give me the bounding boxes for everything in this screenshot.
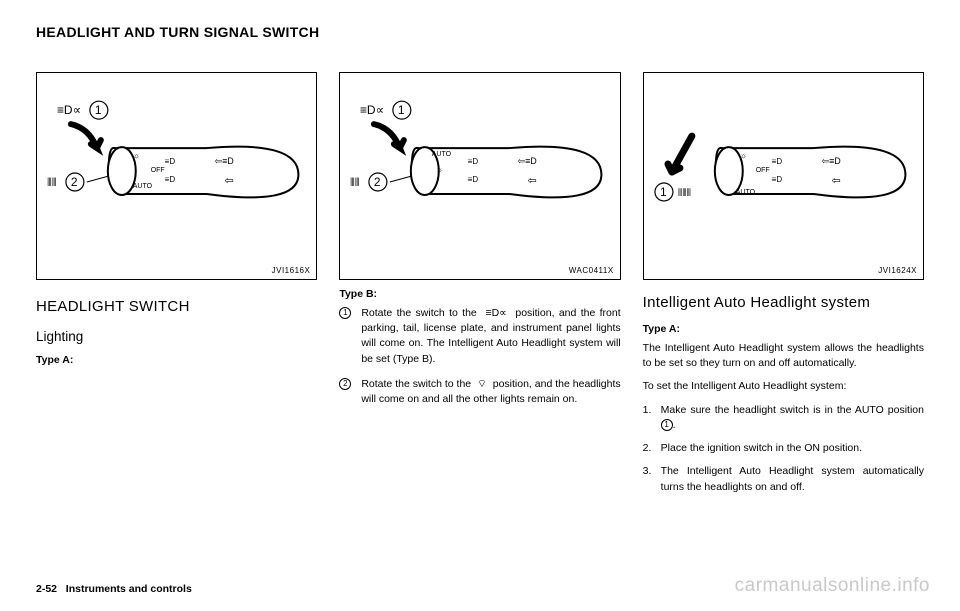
para-2: To set the Intelligent Auto Headlight sy… — [643, 379, 924, 394]
step-text: Make sure the headlight switch is in the… — [661, 403, 924, 433]
step-item: 3. The Intelligent Auto Headlight system… — [643, 464, 924, 494]
svg-text:⇦: ⇦ — [225, 175, 234, 187]
circled-1-icon: 1 — [661, 419, 673, 431]
step-num: 1. — [643, 403, 661, 433]
svg-text:≡D: ≡D — [468, 175, 479, 184]
column-2: ≡D∝ 1 ⦀⦀ 2 AUTO ☼ ≡D ≡D ⇦≡D ⇦ WAC0411X T… — [339, 72, 620, 503]
svg-text:⇦: ⇦ — [831, 175, 840, 187]
svg-text:⦀⦀⦀: ⦀⦀⦀ — [678, 188, 691, 199]
type-label-a1: Type A: — [36, 354, 317, 366]
svg-text:1: 1 — [398, 103, 405, 117]
figure-id-2: WAC0411X — [569, 266, 614, 275]
heading-lighting: Lighting — [36, 329, 317, 344]
list-marker: 1 — [339, 306, 361, 367]
step-text: Place the ignition switch in the ON posi… — [661, 441, 924, 456]
list-item: 1 Rotate the switch to the ≡D∝ position,… — [339, 306, 620, 367]
svg-text:⇦≡D: ⇦≡D — [215, 156, 235, 166]
page-footer: 2-52 Instruments and controls — [36, 583, 192, 595]
svg-text:☼: ☼ — [739, 151, 746, 160]
stalk-illustration-3: 1 ⦀⦀⦀ ☼ AUTO OFF ≡D ≡D ⇦≡D ⇦ — [644, 73, 923, 279]
stalk-illustration-1: ≡D∝ 1 ⦀⦀ 2 ☼ AUTO ≡D ≡D ⇦≡D ⇦ — [37, 73, 316, 279]
svg-text:⇦≡D: ⇦≡D — [821, 156, 841, 166]
svg-text:AUTO: AUTO — [735, 189, 755, 196]
svg-text:OFF: OFF — [755, 167, 769, 174]
chapter-name: Instruments and controls — [66, 583, 192, 595]
svg-text:☼: ☼ — [133, 151, 140, 160]
figure-id-1: JVI1616X — [272, 266, 311, 275]
circled-1-icon: 1 — [339, 307, 351, 319]
svg-text:≡D: ≡D — [771, 175, 782, 184]
heading-headlight-switch: HEADLIGHT SWITCH — [36, 298, 317, 315]
svg-text:1: 1 — [660, 185, 667, 199]
figure-id-3: JVI1624X — [878, 266, 917, 275]
svg-text:☼: ☼ — [436, 165, 443, 174]
circled-2-icon: 2 — [339, 378, 351, 390]
svg-text:⦀⦀: ⦀⦀ — [350, 177, 360, 189]
step-text: The Intelligent Auto Headlight system au… — [661, 464, 924, 494]
step-text-a: Make sure the headlight switch is in the… — [661, 404, 924, 416]
svg-text:≡D: ≡D — [771, 157, 782, 166]
svg-text:≡D∝: ≡D∝ — [360, 103, 384, 117]
figure-box-2: ≡D∝ 1 ⦀⦀ 2 AUTO ☼ ≡D ≡D ⇦≡D ⇦ WAC0411X — [339, 72, 620, 280]
step-num: 3. — [643, 464, 661, 494]
svg-text:OFF: OFF — [151, 167, 165, 174]
svg-text:⇦≡D: ⇦≡D — [518, 156, 538, 166]
svg-text:⦀⦀: ⦀⦀ — [47, 177, 57, 189]
step-item: 1. Make sure the headlight switch is in … — [643, 403, 924, 433]
type-label-b: Type B: — [339, 288, 620, 300]
list-text: Rotate the switch to the ≡D∝ position, a… — [361, 306, 620, 367]
svg-text:≡D: ≡D — [165, 157, 176, 166]
para-1: The Intelligent Auto Headlight system al… — [643, 341, 924, 371]
figure-box-1: ≡D∝ 1 ⦀⦀ 2 ☼ AUTO ≡D ≡D ⇦≡D ⇦ — [36, 72, 317, 280]
step-num: 2. — [643, 441, 661, 456]
watermark: carmanualsonline.info — [735, 575, 930, 597]
svg-text:AUTO: AUTO — [432, 151, 452, 158]
column-1: ≡D∝ 1 ⦀⦀ 2 ☼ AUTO ≡D ≡D ⇦≡D ⇦ — [36, 72, 317, 503]
step-item: 2. Place the ignition switch in the ON p… — [643, 441, 924, 456]
list-marker: 2 — [339, 377, 361, 407]
list-item: 2 Rotate the switch to the ⌔ position, a… — [339, 377, 620, 407]
figure-box-3: 1 ⦀⦀⦀ ☼ AUTO OFF ≡D ≡D ⇦≡D ⇦ JVI1624X — [643, 72, 924, 280]
column-3: 1 ⦀⦀⦀ ☼ AUTO OFF ≡D ≡D ⇦≡D ⇦ JVI1624X In… — [643, 72, 924, 503]
type-label-a3: Type A: — [643, 323, 924, 335]
step-text-b: . — [673, 419, 676, 431]
svg-text:1: 1 — [95, 103, 102, 117]
svg-text:2: 2 — [374, 175, 381, 189]
section-title: HEADLIGHT AND TURN SIGNAL SWITCH — [36, 24, 924, 40]
svg-text:2: 2 — [71, 175, 78, 189]
svg-text:⇦: ⇦ — [528, 175, 537, 187]
type-b-list: 1 Rotate the switch to the ≡D∝ position,… — [339, 306, 620, 417]
steps-list: 1. Make sure the headlight switch is in … — [643, 403, 924, 503]
columns: ≡D∝ 1 ⦀⦀ 2 ☼ AUTO ≡D ≡D ⇦≡D ⇦ — [36, 72, 924, 503]
stalk-illustration-2: ≡D∝ 1 ⦀⦀ 2 AUTO ☼ ≡D ≡D ⇦≡D ⇦ — [340, 73, 619, 279]
svg-text:AUTO: AUTO — [133, 183, 153, 190]
svg-text:≡D∝: ≡D∝ — [57, 103, 81, 117]
svg-text:≡D: ≡D — [165, 175, 176, 184]
svg-text:≡D: ≡D — [468, 157, 479, 166]
heading-intelligent-auto: Intelligent Auto Headlight system — [643, 294, 924, 311]
list-text: Rotate the switch to the ⌔ position, and… — [361, 377, 620, 407]
page-number: 2-52 — [36, 583, 57, 595]
